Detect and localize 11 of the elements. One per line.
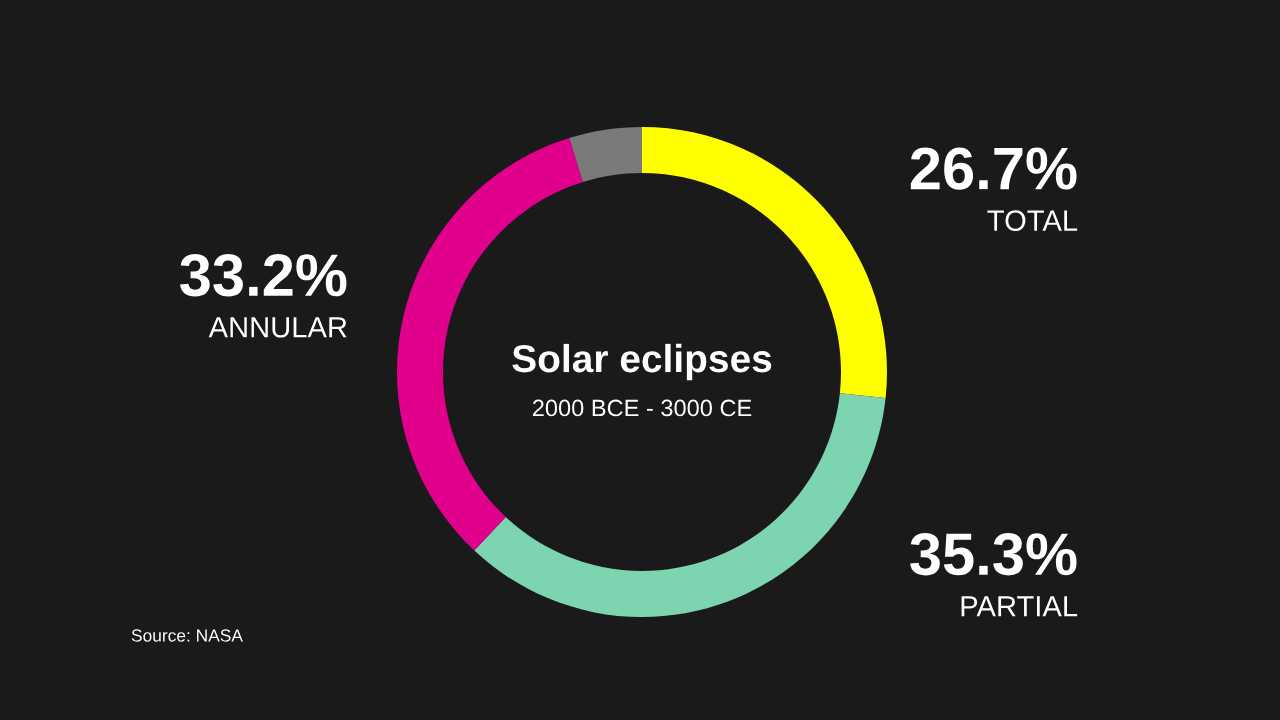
source-note: Source: NASA — [131, 629, 243, 642]
slice-label: ANNULAR — [208, 317, 347, 338]
data-label: 33.2% — [180, 254, 347, 297]
slice-label: PARTIAL — [961, 596, 1078, 617]
data-label: 26.7% — [910, 147, 1077, 190]
donut-slice — [569, 127, 642, 182]
donut-slice — [474, 393, 886, 617]
data-label: 35.3% — [910, 533, 1077, 576]
slice-label: TOTAL — [987, 210, 1078, 231]
text: 2000 BCE - 3000 CE — [532, 399, 752, 417]
text: Solar eclipses — [512, 343, 772, 381]
